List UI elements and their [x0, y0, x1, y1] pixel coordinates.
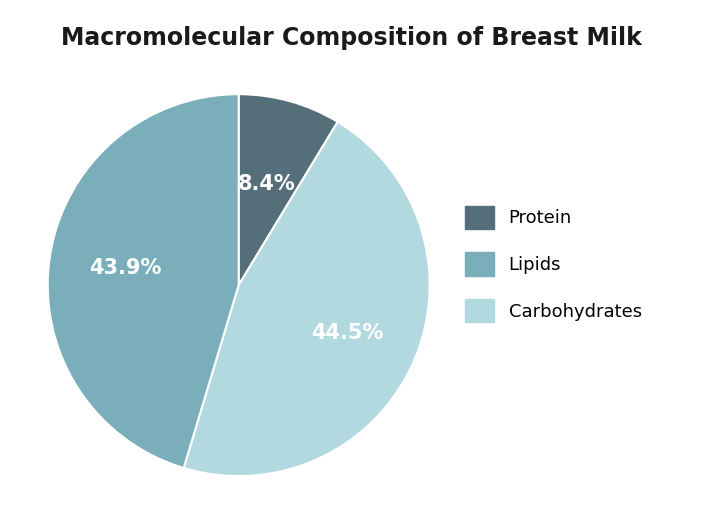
- Text: 8.4%: 8.4%: [238, 174, 296, 194]
- Legend: Protein, Lipids, Carbohydrates: Protein, Lipids, Carbohydrates: [465, 206, 642, 322]
- Wedge shape: [48, 94, 239, 468]
- Text: Macromolecular Composition of Breast Milk: Macromolecular Composition of Breast Mil…: [60, 26, 642, 50]
- Text: 44.5%: 44.5%: [311, 323, 383, 343]
- Text: 43.9%: 43.9%: [89, 258, 161, 278]
- Wedge shape: [239, 94, 338, 285]
- Wedge shape: [184, 122, 430, 476]
